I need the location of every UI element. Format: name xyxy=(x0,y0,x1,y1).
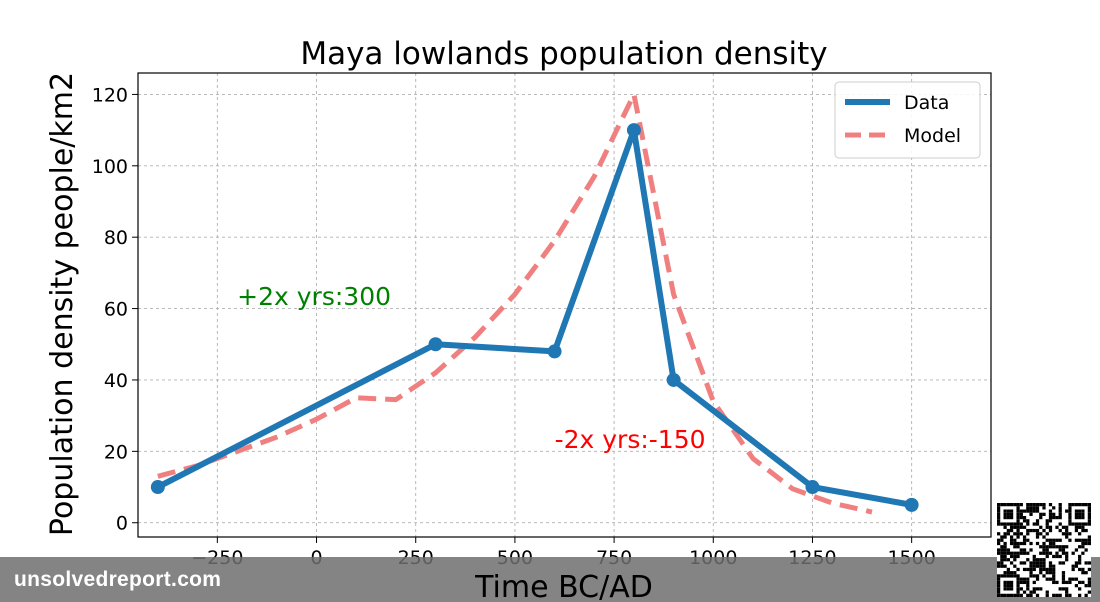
annotation-label: +2x yrs:300 xyxy=(237,282,391,311)
legend: Data Model xyxy=(834,81,981,159)
data-point xyxy=(904,497,919,512)
data-point xyxy=(547,344,562,359)
legend-label-model: Model xyxy=(904,125,961,147)
x-axis-label: Time BC/AD xyxy=(474,570,653,602)
qr-code-icon[interactable] xyxy=(997,503,1091,597)
y-tick-label: 40 xyxy=(104,370,128,392)
plot-frame xyxy=(137,72,992,538)
series-line-model xyxy=(157,91,873,515)
qr-code-graphic xyxy=(997,503,1091,597)
y-tick-label: 60 xyxy=(104,299,128,321)
annotation-label: -2x yrs:-150 xyxy=(555,425,706,454)
site-watermark[interactable]: unsolvedreport.com xyxy=(14,568,222,591)
chart-title: Maya lowlands population density xyxy=(300,36,827,72)
data-point xyxy=(150,480,165,495)
data-point xyxy=(805,480,820,495)
y-tick-label: 100 xyxy=(92,156,128,178)
data-point xyxy=(666,372,681,387)
y-axis-label: Population density people/km2 xyxy=(45,72,80,536)
y-tick-label: 20 xyxy=(104,441,128,463)
data-point xyxy=(626,123,641,138)
series-layer xyxy=(150,91,919,515)
legend-label-data: Data xyxy=(904,92,949,114)
annotations: +2x yrs:300 -2x yrs:-150 xyxy=(237,282,705,454)
y-tick-label: 80 xyxy=(104,227,128,249)
footer-bar xyxy=(0,557,1100,602)
data-point xyxy=(428,337,443,352)
y-tick-label: 0 xyxy=(116,513,128,535)
y-tick-label: 120 xyxy=(92,84,128,106)
